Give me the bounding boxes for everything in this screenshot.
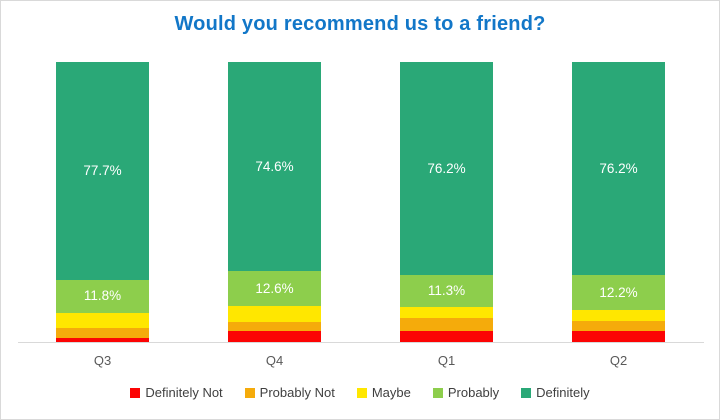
legend-item-definitely: Definitely <box>521 385 590 400</box>
bar-segment-definitely: 74.6% <box>228 62 321 271</box>
legend-item-probably-not: Probably Not <box>244 385 335 400</box>
bar-segment-definitely: 76.2% <box>400 62 493 276</box>
plot-area: 11.8% 77.7% 12.6% 74.6% 11.3% 76.2% 12.2% 76.2% <box>56 62 665 342</box>
bar-segment-definitely-not <box>228 330 321 342</box>
chart-title: Would you recommend us to a friend? <box>174 13 546 35</box>
data-label-probably-q1: 11.3% <box>427 283 466 299</box>
bar-segment-maybe <box>228 306 321 323</box>
legend-label: Probably <box>447 385 500 400</box>
x-axis-label-q4: Q4 <box>265 353 284 368</box>
x-axis-label-q2: Q2 <box>609 353 628 368</box>
bar-segment-definitely-not <box>572 331 665 342</box>
bar-segment-definitely: 76.2% <box>572 62 665 276</box>
legend-label: Definitely <box>536 385 590 400</box>
legend-label: Maybe <box>371 385 411 400</box>
data-label-probably-q2: 12.2% <box>599 284 638 300</box>
bar-segment-probably-not <box>56 328 149 338</box>
legend-label: Definitely Not <box>145 385 223 400</box>
data-label-definitely-q4: 74.6% <box>255 158 294 174</box>
bar-segment-probably: 11.8% <box>56 279 149 313</box>
bar-segment-maybe <box>572 309 665 322</box>
x-axis-label-q3: Q3 <box>93 353 112 368</box>
data-label-probably-q3: 11.8% <box>83 288 122 304</box>
legend-swatch-icon <box>521 387 532 398</box>
bar-segment-maybe <box>56 312 149 329</box>
bar-segment-definitely-not <box>400 331 493 342</box>
x-axis-line <box>18 342 704 343</box>
bar-segment-probably-not <box>228 322 321 331</box>
legend-item-probably: Probably <box>432 385 500 400</box>
x-axis: Q3 Q4 Q1 Q2 <box>56 353 665 368</box>
data-label-probably-q4: 12.6% <box>255 280 294 296</box>
bar-segment-probably: 11.3% <box>400 275 493 308</box>
bar-segment-definitely-not <box>56 337 149 342</box>
legend-swatch-icon <box>244 387 255 398</box>
legend: Definitely Not Probably Not Maybe Probably D… <box>1 385 719 400</box>
legend-swatch-icon <box>432 387 443 398</box>
bar-segment-probably: 12.6% <box>228 270 321 307</box>
bar-segment-probably-not <box>572 321 665 332</box>
bar-column-q3: 11.8% 77.7% <box>56 62 149 342</box>
legend-swatch-icon <box>356 387 367 398</box>
bar-segment-probably-not <box>400 318 493 332</box>
bar-segment-probably: 12.2% <box>572 275 665 310</box>
legend-label: Probably Not <box>259 385 335 400</box>
data-label-definitely-q2: 76.2% <box>599 160 638 176</box>
bar-segment-definitely: 77.7% <box>56 62 149 280</box>
legend-item-definitely-not: Definitely Not <box>130 385 223 400</box>
bar-column-q2: 12.2% 76.2% <box>572 62 665 342</box>
data-label-definitely-q3: 77.7% <box>83 163 122 179</box>
legend-swatch-icon <box>130 387 141 398</box>
bar-column-q4: 12.6% 74.6% <box>228 62 321 342</box>
legend-item-maybe: Maybe <box>356 385 411 400</box>
bar-segment-maybe <box>400 307 493 319</box>
data-label-definitely-q1: 76.2% <box>427 160 466 176</box>
bar-column-q1: 11.3% 76.2% <box>400 62 493 342</box>
x-axis-label-q1: Q1 <box>437 353 456 368</box>
